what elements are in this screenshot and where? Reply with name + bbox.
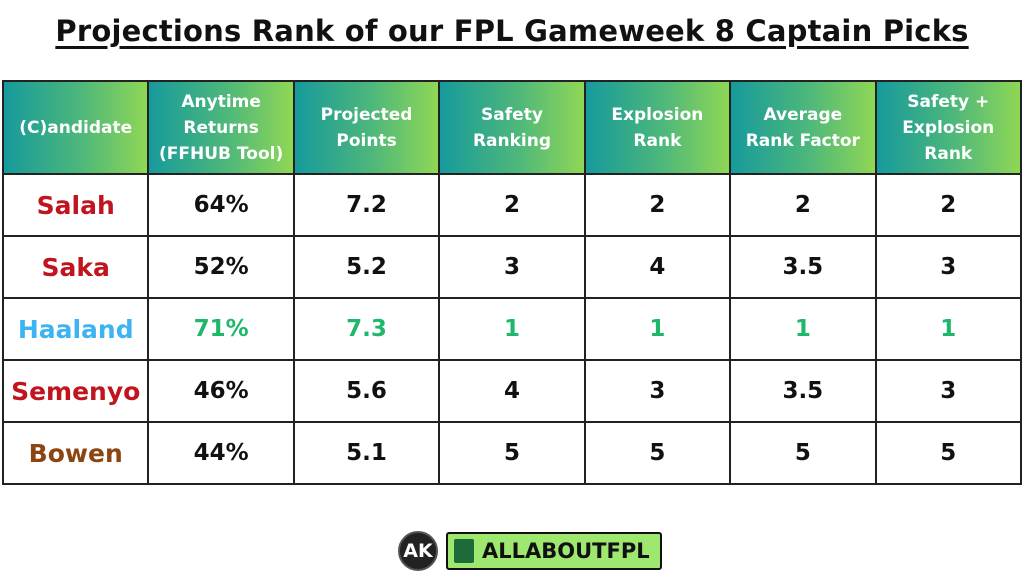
- header-cell: Safety + Explosion Rank: [874, 80, 1023, 175]
- header-line: Projected: [320, 104, 413, 125]
- table-cell: 7.3: [292, 297, 441, 361]
- table-row: Bowen 44% 5.1 5 5 5 5: [1, 421, 1023, 485]
- table-cell: 1: [874, 297, 1023, 361]
- table-cell: 3: [438, 235, 586, 299]
- candidate-name: Haaland: [1, 297, 150, 361]
- header-line: Ranking: [472, 130, 552, 151]
- table-cell: 3: [874, 235, 1023, 299]
- table-cell: 46%: [147, 359, 295, 423]
- table-cell: 5.1: [292, 421, 441, 485]
- table-cell: 44%: [147, 421, 295, 485]
- table-row: Saka 52% 5.2 3 4 3.5 3: [1, 235, 1023, 299]
- header-line: Safety +: [907, 91, 990, 112]
- title: Projections Rank of our FPL Gameweek 8 C…: [55, 14, 969, 48]
- header-line: Safety: [481, 104, 543, 125]
- table-row: Semenyo 46% 5.6 4 3 3.5 3: [1, 359, 1023, 423]
- table-body: Salah 64% 7.2 2 2 2 2 Saka 52% 5.2 3 4 3.5 3 Haaland 71…: [1, 173, 1023, 485]
- header-cell: Anytime Returns (FFHUB Tool): [147, 80, 295, 175]
- table-cell: 2: [438, 173, 586, 237]
- table-cell: 4: [438, 359, 586, 423]
- header-line: Points: [336, 130, 397, 151]
- footer: AK ALLABOUTFPL: [398, 531, 662, 571]
- table: (C)andidate Anytime Returns (FFHUB Tool) Pro…: [1, 80, 1023, 485]
- table-cell: 5: [583, 421, 732, 485]
- header-line: Anytime: [181, 91, 261, 112]
- header-line: Rank Factor: [745, 130, 860, 151]
- table-cell: 71%: [147, 297, 295, 361]
- header-line: (C)andidate: [19, 117, 133, 138]
- table-cell: 5: [874, 421, 1023, 485]
- table-cell: 3: [874, 359, 1023, 423]
- table-cell: 1: [729, 297, 877, 361]
- table-cell: 2: [583, 173, 732, 237]
- candidate-name: Bowen: [1, 421, 150, 485]
- logo-badge: AK: [398, 531, 438, 571]
- header-cell: (C)andidate: [1, 80, 150, 175]
- table-cell: 5.6: [292, 359, 441, 423]
- table-cell: 2: [874, 173, 1023, 237]
- table-cell: 52%: [147, 235, 295, 299]
- table-cell: 7.2: [292, 173, 441, 237]
- header-cell: Safety Ranking: [438, 80, 586, 175]
- header-line: Explosion: [611, 104, 704, 125]
- header-cell: Projected Points: [292, 80, 441, 175]
- candidate-name: Semenyo: [1, 359, 150, 423]
- table-cell: 5.2: [292, 235, 441, 299]
- candidate-name: Saka: [1, 235, 150, 299]
- header-cell: Average Rank Factor: [729, 80, 877, 175]
- table-cell: 3.5: [729, 235, 877, 299]
- table-cell: 2: [729, 173, 877, 237]
- table-row: Salah 64% 7.2 2 2 2 2: [1, 173, 1023, 237]
- header-line: Returns: [183, 117, 259, 138]
- table-cell: 3.5: [729, 359, 877, 423]
- brand-logo: ALLABOUTFPL: [446, 532, 662, 570]
- table-cell: 1: [438, 297, 586, 361]
- table-cell: 64%: [147, 173, 295, 237]
- header-line: Rank: [633, 130, 682, 151]
- header-line: Rank: [924, 143, 973, 164]
- table-cell: 3: [583, 359, 732, 423]
- table-row: Haaland 71% 7.3 1 1 1 1: [1, 297, 1023, 361]
- table-cell: 1: [583, 297, 732, 361]
- header-line: Explosion: [902, 117, 995, 138]
- candidate-name: Salah: [1, 173, 150, 237]
- header-line: (FFHUB Tool): [159, 143, 284, 164]
- table-cell: 5: [438, 421, 586, 485]
- table-cell: 4: [583, 235, 732, 299]
- header-cell: Explosion Rank: [583, 80, 732, 175]
- table-cell: 5: [729, 421, 877, 485]
- header-row: (C)andidate Anytime Returns (FFHUB Tool) Pro…: [1, 80, 1023, 175]
- header-line: Average: [763, 104, 843, 125]
